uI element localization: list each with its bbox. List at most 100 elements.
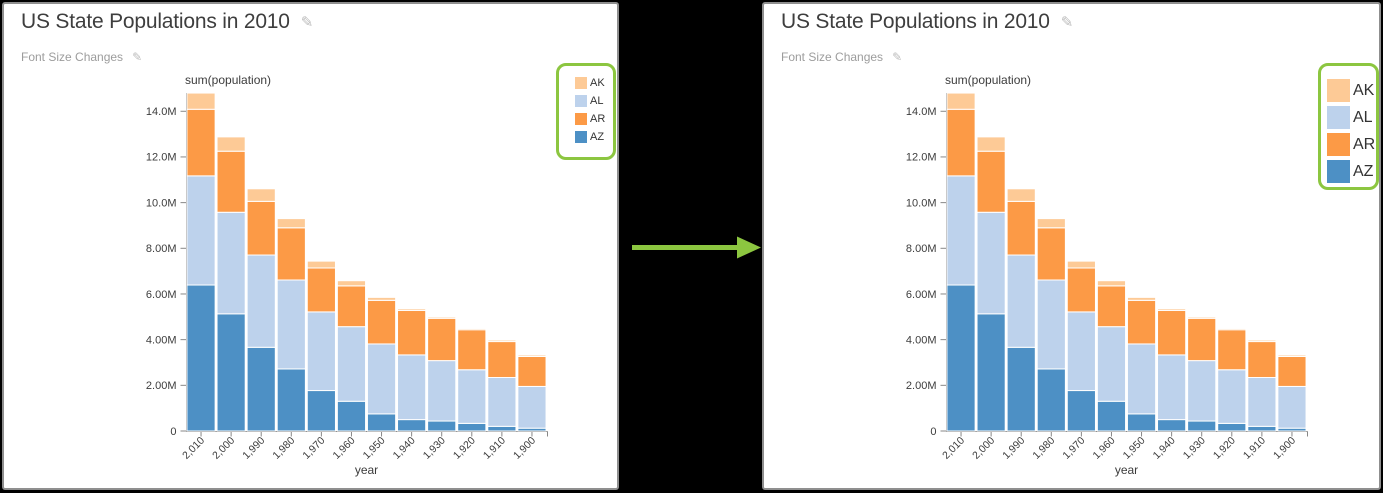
bar-segment-al [306, 311, 336, 392]
bar-segment-al [946, 175, 976, 286]
bar-segment-ar [1277, 355, 1307, 387]
legend-swatch-al [575, 95, 587, 107]
bar-segment-ak [517, 354, 547, 357]
bar-segment-az [1066, 390, 1096, 432]
bar-segment-ak [1217, 327, 1247, 331]
legend[interactable]: AK AL AR AZ [556, 63, 616, 160]
bar-segment-ak [397, 308, 427, 311]
panel-after: US State Populations in 2010 ✎ Font Size… [762, 2, 1381, 490]
title-row: US State Populations in 2010 ✎ [781, 10, 1073, 34]
bar-segment-az [1217, 422, 1247, 432]
bar-segment-ar [487, 341, 517, 379]
bar-segment-al [1066, 311, 1096, 392]
x-axis-tick-label: 1,950 [1121, 435, 1148, 462]
bar-segment-al [1247, 377, 1277, 427]
subtitle-row: Font Size Changes ✎ [21, 50, 142, 64]
legend-item-az: AZ [575, 131, 613, 143]
x-axis-tick-label: 2,000 [210, 435, 237, 462]
bar-segment-ar [246, 200, 276, 256]
y-axis-tick-label: 0 [170, 426, 176, 438]
bar-segment-ar [336, 285, 367, 328]
bar-segment-ak [427, 316, 457, 319]
legend-swatch-ar [575, 113, 587, 125]
bar-segment-az [1157, 419, 1187, 432]
bar-segment-az [487, 425, 517, 432]
bar-segment-ar [1247, 341, 1277, 379]
bar-segment-al [336, 326, 367, 402]
bar-segment-az [457, 422, 487, 432]
y-axis-tick-label: 14.0M [146, 106, 177, 118]
bar-segment-ar [1157, 309, 1187, 356]
bar-segment-az [276, 368, 306, 432]
edit-subtitle-icon[interactable]: ✎ [132, 50, 143, 64]
bar-segment-ar [1066, 267, 1096, 313]
bar-segment-ar [1006, 200, 1036, 256]
title-row: US State Populations in 2010 ✎ [21, 10, 313, 34]
x-axis-tick-label: 1,940 [1151, 435, 1178, 462]
legend[interactable]: AK AL AR AZ [1318, 63, 1379, 190]
chart-subtitle: Font Size Changes [781, 50, 884, 64]
edit-title-icon[interactable]: ✎ [300, 13, 314, 31]
bar-segment-ar [366, 299, 397, 345]
bar-segment-ak [1066, 260, 1096, 269]
legend-item-az: AZ [1327, 160, 1376, 183]
y-axis-title: sum(population) [945, 73, 1031, 87]
bar-segment-al [517, 385, 547, 429]
y-axis-tick-label: 6.00M [146, 289, 177, 301]
bar-segment-ar [976, 150, 1006, 213]
bar-segment-ak [1006, 188, 1036, 202]
x-axis-tick-label: 1,920 [451, 435, 478, 462]
bar-segment-az [336, 400, 367, 432]
bar-segment-az [1187, 420, 1217, 432]
bar-segment-ak [946, 92, 976, 110]
bar-segment-al [186, 175, 216, 286]
bar-segment-al [276, 279, 306, 370]
bar-segment-al [246, 254, 276, 348]
bar-segment-al [1277, 385, 1307, 429]
x-axis-tick-label: 1,970 [1060, 435, 1087, 462]
bar-segment-ak [306, 260, 336, 269]
y-axis-tick-label: 12.0M [146, 152, 177, 164]
x-axis-tick-label: 1,910 [1241, 435, 1268, 462]
bar-segment-ak [1187, 316, 1217, 319]
y-axis-tick-label: 2.00M [906, 380, 937, 392]
x-axis-tick-label: 1,980 [1030, 435, 1057, 462]
y-axis-tick-label: 2.00M [146, 380, 177, 392]
bar-segment-ar [276, 227, 306, 281]
bar-segment-al [397, 354, 427, 421]
bar-segment-ar [186, 108, 216, 177]
bar-segment-ar [306, 267, 336, 313]
x-axis-tick-label: 1,960 [1091, 435, 1118, 462]
bar-segment-ar [457, 329, 487, 371]
bar-segment-ak [1096, 280, 1127, 287]
subtitle-row: Font Size Changes ✎ [781, 50, 902, 64]
bar-segment-ak [366, 296, 397, 301]
bar-segment-al [427, 360, 457, 422]
bar-segment-az [976, 313, 1006, 432]
legend-swatch-ak [1327, 79, 1350, 102]
edit-subtitle-icon[interactable]: ✎ [892, 50, 903, 64]
y-axis-title: sum(population) [185, 73, 271, 87]
legend-item-al: AL [575, 95, 613, 107]
bar-segment-ak [216, 136, 246, 152]
bar-segment-az [366, 413, 397, 432]
legend-label: AR [590, 113, 606, 125]
bar-segment-az [1247, 425, 1277, 432]
x-axis-title: year [1115, 463, 1138, 477]
transition-arrow-icon [632, 236, 761, 259]
edit-title-icon[interactable]: ✎ [1060, 13, 1074, 31]
legend-item-ak: AK [575, 77, 613, 89]
panel-before: US State Populations in 2010 ✎ Font Size… [2, 2, 619, 490]
x-axis-tick-label: 1,930 [421, 435, 448, 462]
x-axis-tick-label: 1,900 [511, 435, 538, 462]
x-axis-tick-label: 1,930 [1181, 435, 1208, 462]
y-axis-tick-label: 10.0M [146, 197, 177, 209]
bar-segment-ak [487, 339, 517, 343]
x-axis-tick-label: 1,990 [1000, 435, 1027, 462]
bar-segment-ar [1036, 227, 1066, 281]
bar-segment-ak [1157, 308, 1187, 311]
bar-segment-ak [186, 92, 216, 110]
bar-segment-ak [1247, 339, 1277, 343]
x-axis-tick-label: 1,900 [1271, 435, 1298, 462]
legend-swatch-ar [1327, 133, 1350, 156]
